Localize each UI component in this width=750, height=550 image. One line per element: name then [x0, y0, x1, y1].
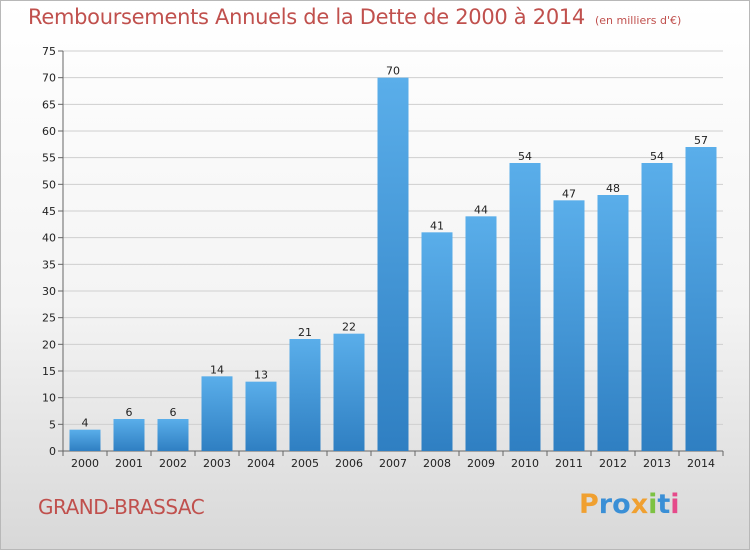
x-tick-label: 2001 — [115, 457, 143, 470]
y-tick-label: 45 — [42, 205, 56, 218]
bar-2010 — [509, 163, 541, 451]
bar-value-label: 22 — [342, 321, 356, 334]
bar-2005 — [289, 339, 321, 451]
x-tick-label: 2006 — [335, 457, 363, 470]
bar-2012 — [597, 195, 629, 451]
x-tick-label: 2012 — [599, 457, 627, 470]
bar-value-label: 57 — [694, 134, 708, 147]
logo-letter: i — [648, 489, 658, 520]
logo-letter: r — [598, 489, 613, 520]
y-tick-label: 0 — [49, 445, 56, 458]
bar-2002 — [157, 419, 189, 451]
y-tick-label: 25 — [42, 312, 56, 325]
x-tick-label: 2009 — [467, 457, 495, 470]
x-tick-label: 2013 — [643, 457, 671, 470]
bar-2009 — [465, 216, 497, 451]
bar-2007 — [377, 77, 409, 452]
chart-title: Remboursements Annuels de la Dette de 20… — [28, 5, 681, 29]
y-tick-label: 5 — [49, 418, 56, 431]
bar-value-label: 70 — [386, 65, 400, 78]
y-tick-label: 70 — [42, 72, 56, 85]
logo-letter: P — [579, 489, 599, 520]
bar-value-label: 21 — [298, 326, 312, 339]
bar-2011 — [553, 200, 585, 451]
x-tick-label: 2007 — [379, 457, 407, 470]
y-tick-label: 20 — [42, 338, 56, 351]
y-tick-label: 10 — [42, 392, 56, 405]
x-tick-label: 2000 — [71, 457, 99, 470]
bar-2004 — [245, 381, 277, 451]
bar-value-label: 13 — [254, 369, 268, 382]
y-tick-label: 40 — [42, 232, 56, 245]
x-tick-label: 2004 — [247, 457, 275, 470]
bar-value-label: 48 — [606, 182, 620, 195]
chart-title-main: Remboursements Annuels de la Dette de 20… — [28, 5, 585, 29]
y-tick-label: 15 — [42, 365, 56, 378]
logo-letter: t — [657, 489, 671, 520]
bar-2014 — [685, 147, 717, 451]
bar-value-label: 14 — [210, 363, 224, 376]
y-tick-label: 60 — [42, 125, 56, 138]
logo-letter: i — [670, 489, 680, 520]
bar-2001 — [113, 419, 145, 451]
y-tick-label: 50 — [42, 178, 56, 191]
y-tick-label: 35 — [42, 258, 56, 271]
bar-2013 — [641, 163, 673, 451]
x-tick-label: 2010 — [511, 457, 539, 470]
bar-value-label: 47 — [562, 187, 576, 200]
bar-2008 — [421, 232, 453, 451]
bar-2000 — [69, 429, 101, 451]
bar-2006 — [333, 333, 365, 451]
x-tick-label: 2003 — [203, 457, 231, 470]
y-tick-label: 65 — [42, 98, 56, 111]
y-tick-label: 55 — [42, 152, 56, 165]
y-tick-label: 30 — [42, 285, 56, 298]
y-tick-label: 75 — [42, 45, 56, 58]
x-tick-label: 2002 — [159, 457, 187, 470]
x-tick-label: 2011 — [555, 457, 583, 470]
bar-value-label: 4 — [82, 417, 89, 430]
x-tick-label: 2005 — [291, 457, 319, 470]
bar-value-label: 54 — [650, 150, 664, 163]
bar-value-label: 6 — [126, 406, 133, 419]
bar-value-label: 54 — [518, 150, 532, 163]
proxiti-logo: Proxiti — [579, 489, 680, 520]
bar-value-label: 44 — [474, 203, 488, 216]
x-tick-label: 2008 — [423, 457, 451, 470]
bar-value-label: 41 — [430, 219, 444, 232]
x-tick-label: 2014 — [687, 457, 715, 470]
bar-value-label: 6 — [170, 406, 177, 419]
commune-name: GRAND-BRASSAC — [38, 495, 205, 519]
logo-letter: o — [612, 489, 631, 520]
bar-2003 — [201, 376, 233, 451]
logo-letter: x — [630, 489, 649, 520]
chart-subtitle: (en milliers d'€) — [595, 14, 682, 27]
